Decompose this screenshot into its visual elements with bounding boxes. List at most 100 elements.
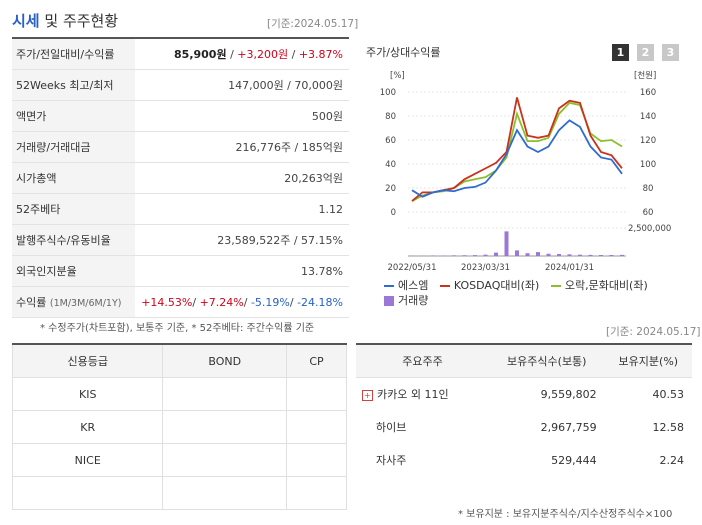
credit-header: CP [286, 343, 347, 378]
price-row: 주가/전일대비/수익률 85,900원 / +3,200원 / +3.87% [12, 37, 349, 70]
volume-bar [473, 255, 477, 256]
chart-tab-3[interactable]: 3 [662, 44, 679, 61]
volume-bar [431, 255, 435, 256]
as-of-date: [기준:2024.05.17] [267, 18, 359, 30]
holder-name[interactable]: + 카카오 외 11인 [356, 377, 489, 411]
as-of-date-2: [기준: 2024.05.17] [606, 326, 701, 338]
price-label: 발행주식수/유동비율 [12, 224, 136, 256]
chart-title: 주가/상대수익률 [366, 46, 441, 59]
volume-bar [588, 254, 593, 256]
credit-cell [286, 443, 347, 477]
sm-line [411, 119, 623, 198]
holder-pct: 40.53 [604, 377, 692, 411]
credit-cell [11, 476, 164, 510]
credit-cell: NICE [11, 443, 164, 477]
credit-cell [286, 476, 347, 510]
holder-row: + 카카오 외 11인 9,559,802 40.53 [356, 377, 692, 411]
right-tick-label: 80 [643, 184, 654, 194]
price-row: 외국인지분율 13.78% [12, 255, 349, 287]
price-label: 거래량/거래대금 [12, 131, 136, 163]
price-value: 20,263억원 [135, 162, 349, 194]
credit-cell: KR [11, 410, 164, 444]
volume-bar [557, 253, 561, 256]
price-value: +14.53%/ +7.24%/ -5.19%/ -24.18% [135, 286, 349, 318]
price-label: 52주베타 [12, 193, 136, 225]
left-tick-label: 0 [391, 208, 396, 218]
holder-shares: 2,967,759 [488, 410, 605, 444]
holder-shares: 529,444 [488, 443, 605, 477]
volume-bar [536, 252, 540, 256]
page-title: 시세 및 주주현황 [12, 12, 119, 30]
right-axis-unit: [천원] [634, 70, 656, 81]
legend-sm: 에스엠 [384, 279, 428, 292]
credit-cell [162, 410, 288, 444]
credit-cell: KIS [11, 377, 164, 411]
holders-header: 보유지분(%) [604, 343, 692, 378]
price-row: 52Weeks 최고/최저 147,000원 / 70,000원 [12, 69, 349, 101]
credit-rating-table: 신용등급 BOND CP KIS KR NICE [11, 343, 347, 510]
left-tick-label: 80 [385, 112, 396, 122]
credit-header: BOND [162, 343, 288, 378]
price-row: 시가총액 20,263억원 [12, 162, 349, 194]
left-tick-label: 100 [380, 88, 396, 98]
holder-pct: 12.58 [604, 410, 692, 444]
x-tick-label: 2024/01/31 [545, 263, 594, 273]
volume-bar [515, 250, 519, 256]
x-tick-label: 2022/05/31 [388, 263, 437, 273]
kosdaq-line [411, 97, 623, 202]
left-axis-unit: [%] [390, 71, 405, 81]
table-row: KIS [11, 377, 347, 411]
credit-cell [162, 443, 288, 477]
price-value: 1.12 [135, 193, 349, 225]
volume-bar [494, 252, 498, 256]
price-value: 23,589,522주 / 57.15% [135, 224, 349, 256]
table-row: NICE [11, 443, 347, 477]
legend-culture: 오락,문화대비(좌) [550, 279, 648, 292]
volume-bar [599, 254, 603, 256]
credit-cell [286, 377, 347, 411]
holder-row: 자사주 529,444 2.24 [356, 443, 692, 477]
table-row: KR [11, 410, 347, 444]
left-tick-label: 20 [385, 184, 396, 194]
volume-bar [620, 254, 624, 256]
x-tick-label: 2023/03/31 [461, 263, 510, 273]
credit-cell [162, 476, 288, 510]
right-tick-label: 140 [640, 112, 656, 122]
holder-shares: 9,559,802 [488, 377, 605, 411]
culture-line [411, 101, 623, 202]
price-row: 발행주식수/유동비율 23,589,522주 / 57.15% [12, 224, 349, 256]
left-tick-label: 60 [385, 136, 396, 146]
right-tick-label: 120 [640, 136, 656, 146]
price-note: * 수정주가(차트포함), 보통주 기준, * 52주베타: 주간수익률 기준 [40, 323, 315, 334]
holders-note: * 보유지분 : 보유지분주식수/지수산정주식수×100 [458, 509, 673, 520]
price-value: 85,900원 / +3,200원 / +3.87% [135, 37, 349, 70]
price-value: 13.78% [135, 255, 349, 287]
holder-name: 자사주 [356, 443, 489, 477]
credit-header: 신용등급 [11, 343, 164, 378]
holders-header: 주요주주 [356, 343, 489, 378]
chart-tab-2[interactable]: 2 [637, 44, 654, 61]
chart-legend: 에스엠 KOSDAQ대비(좌) 오락,문화대비(좌) [384, 277, 648, 293]
holder-name: 하이브 [356, 410, 489, 444]
holder-pct: 2.24 [604, 443, 692, 477]
price-row: 52주베타 1.12 [12, 193, 349, 225]
chart-tab-1[interactable]: 1 [612, 44, 629, 61]
volume-bar [546, 253, 551, 256]
price-label: 외국인지분율 [12, 255, 136, 287]
volume-bar [567, 254, 572, 256]
volume-bar [609, 254, 614, 256]
price-value: 147,000원 / 70,000원 [135, 69, 349, 101]
holder-row: 하이브 2,967,759 12.58 [356, 410, 692, 444]
major-holders-table: 주요주주 보유주식수(보통) 보유지분(%) + 카카오 외 11인 9,559,802… [356, 343, 692, 477]
volume-bar [525, 253, 530, 256]
price-label: 시가총액 [12, 162, 136, 194]
table-row [11, 476, 347, 510]
price-label: 52Weeks 최고/최저 [12, 69, 136, 101]
price-chart: [%] [천원] 100 160 80 140 60 120 40 100 20 80 0 60 2,500… [380, 70, 672, 273]
holders-header: 보유주식수(보통) [488, 343, 605, 378]
volume-bar [452, 255, 456, 256]
price-row: 거래량/거래대금 216,776주 / 185억원 [12, 131, 349, 163]
price-label: 액면가 [12, 100, 136, 132]
expand-icon[interactable]: + [362, 389, 373, 401]
volume-bar [483, 254, 488, 256]
